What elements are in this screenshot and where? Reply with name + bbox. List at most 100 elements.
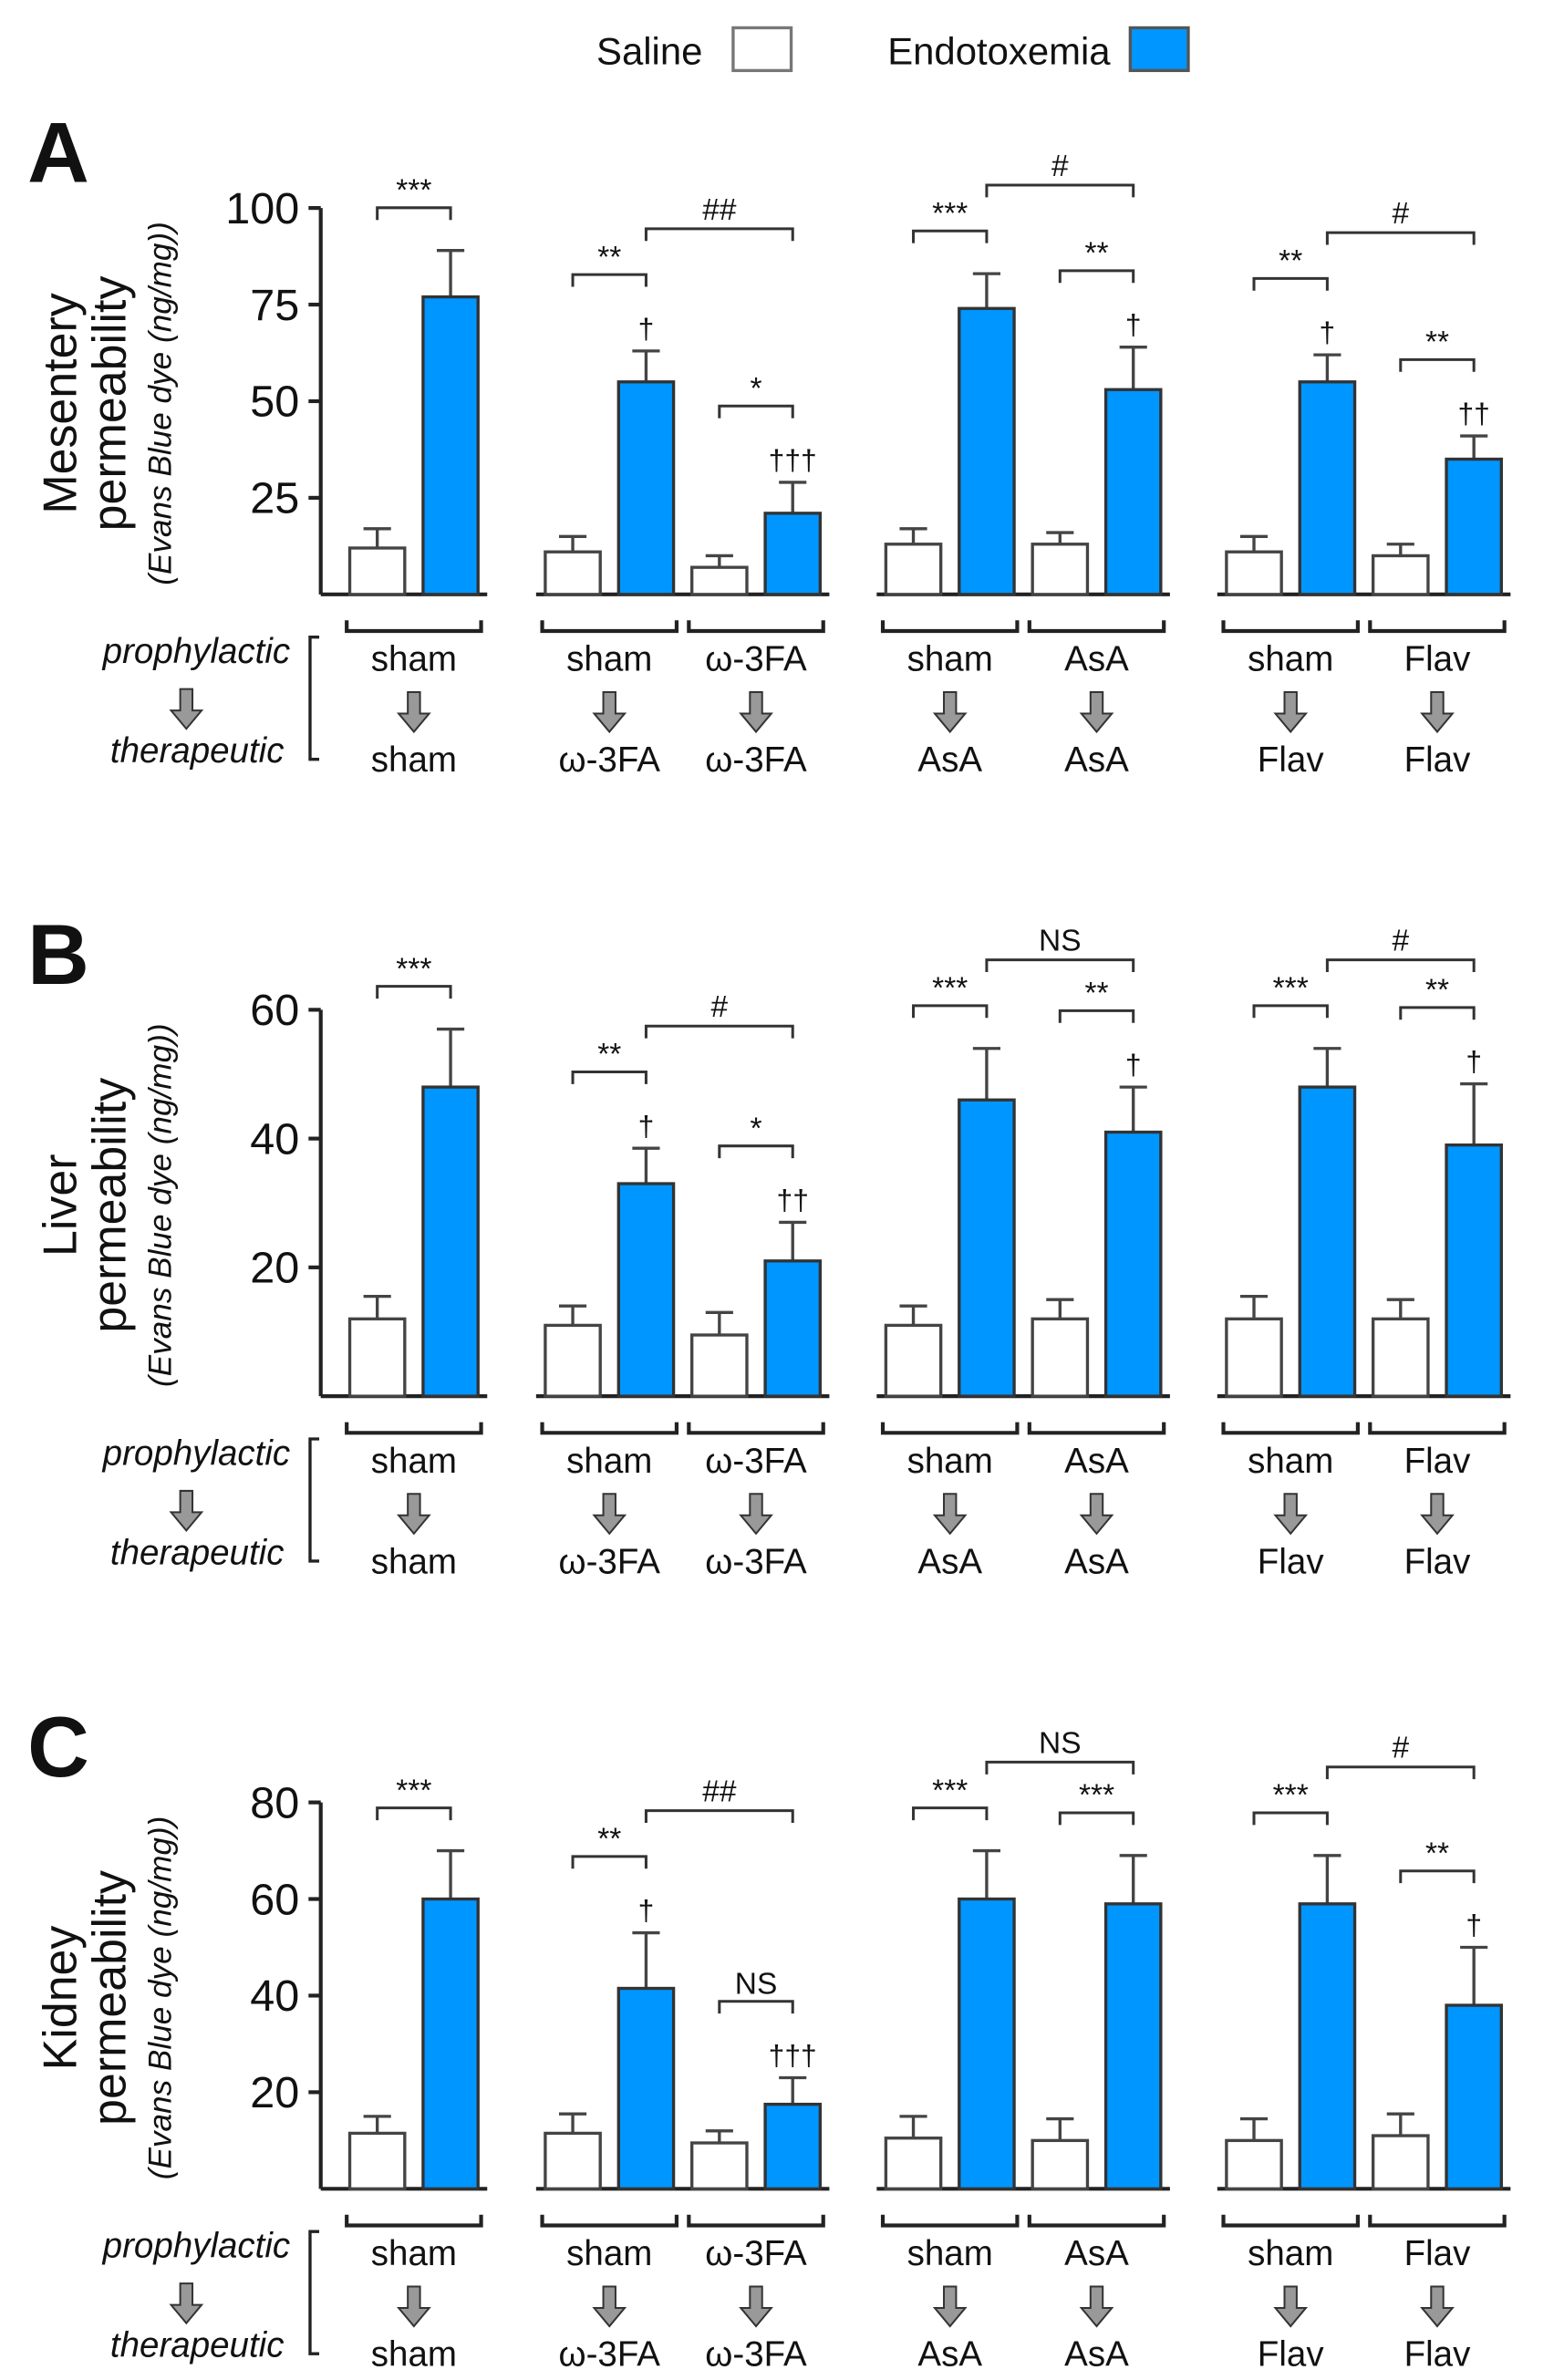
down-arrow-icon — [932, 1493, 968, 1536]
bar-endotoxemia — [1298, 1902, 1357, 2190]
prophylactic-treatment-label: sham — [907, 1442, 993, 1481]
treatment-underline — [540, 1422, 679, 1435]
bar-saline — [1225, 2138, 1283, 2190]
down-arrow-icon — [1079, 2285, 1114, 2328]
y-tick-label: 60 — [250, 986, 299, 1035]
treatment-group: † ** Flav Flav — [1368, 1837, 1507, 2375]
treatment-underline — [1221, 620, 1360, 634]
y-tick-label: 50 — [250, 378, 299, 427]
cross-comparison-bracket — [985, 1760, 1135, 1775]
dagger-annotation: ††† — [769, 2039, 817, 2072]
bar-endotoxemia — [958, 1098, 1016, 1398]
therapeutic-treatment-label: Flav — [1258, 1542, 1325, 1581]
prophylactic-treatment-label: AsA — [1064, 1442, 1129, 1481]
cross-comparison-label: ## — [702, 193, 737, 227]
prophylactic-treatment-label: sham — [1248, 2234, 1333, 2273]
treatment-underline — [1368, 2214, 1507, 2228]
y-axis-title: Liver — [35, 1154, 88, 1257]
legend-swatch-endotoxemia — [1128, 26, 1190, 73]
legend: Saline Endotoxemia — [596, 26, 1190, 73]
prophylactic-treatment-label: sham — [371, 1442, 457, 1481]
y-axis-title: permeability — [83, 1870, 136, 2126]
bar-endotoxemia — [763, 512, 823, 596]
significance-label: *** — [932, 197, 968, 231]
treatment-underline — [345, 620, 483, 634]
treatment-underline — [1027, 2214, 1166, 2228]
dagger-annotation: † — [1466, 1909, 1482, 1941]
treatment-group: †† * ω-3FA ω-3FA — [687, 1112, 825, 1581]
bar-endotoxemia — [1103, 388, 1163, 596]
treatment-underline — [1368, 1422, 1507, 1435]
prophylactic-treatment-label: Flav — [1404, 1442, 1472, 1481]
therapeutic-row-label: therapeutic — [110, 1533, 285, 1572]
bar-saline — [1031, 543, 1090, 596]
bar-saline — [1031, 2138, 1090, 2190]
significance-bracket — [571, 1070, 647, 1084]
down-arrow-icon — [932, 691, 968, 734]
down-arrow-icon — [396, 691, 431, 734]
treatment-underline — [687, 1422, 825, 1435]
cross-comparison-label: # — [1392, 925, 1409, 958]
significance-bracket — [718, 404, 794, 419]
prophylactic-treatment-label: sham — [1248, 640, 1333, 679]
significance-bracket — [376, 985, 452, 999]
significance-bracket — [571, 273, 647, 287]
significance-label: *** — [1273, 971, 1309, 1005]
down-arrow-icon — [1420, 691, 1455, 734]
bar-saline — [884, 2137, 943, 2190]
bar-endotoxemia — [616, 1986, 676, 2190]
therapeutic-row-label: therapeutic — [110, 731, 285, 771]
bar-endotoxemia — [763, 2102, 823, 2190]
prophylactic-treatment-label: ω-3FA — [705, 2234, 807, 2273]
y-tick-label: 40 — [250, 1114, 299, 1164]
significance-bracket — [1399, 1869, 1476, 1884]
down-arrow-icon — [592, 2285, 627, 2328]
significance-bracket — [376, 206, 452, 221]
y-axis-title: permeability — [83, 276, 136, 532]
prophylactic-row-label: prophylactic — [102, 632, 291, 671]
bar-endotoxemia — [1445, 1143, 1504, 1398]
cross-comparison-bracket — [1325, 231, 1476, 245]
significance-label: *** — [1079, 1779, 1114, 1813]
cross-comparison-label: # — [1392, 1732, 1409, 1765]
treatment-underline — [345, 1422, 483, 1435]
significance-bracket — [912, 1806, 989, 1821]
significance-label: * — [751, 372, 762, 406]
down-arrow-icon — [169, 1489, 204, 1533]
panel-letter: C — [27, 1699, 89, 1795]
cross-comparison-label: NS — [1039, 1726, 1082, 1760]
significance-bracket — [912, 229, 989, 243]
bar-endotoxemia — [421, 1085, 480, 1398]
significance-bracket — [718, 2000, 794, 2014]
down-arrow-icon — [592, 1493, 627, 1536]
therapeutic-treatment-label: sham — [371, 2335, 457, 2375]
prophylactic-treatment-label: sham — [1248, 1442, 1333, 1481]
y-tick-label: 40 — [250, 1971, 299, 2021]
prophylactic-row-label: prophylactic — [102, 2227, 291, 2266]
prophylactic-treatment-label: Flav — [1404, 640, 1472, 679]
dagger-annotation: † — [638, 1110, 655, 1143]
bar-saline — [347, 1317, 407, 1398]
cross-comparison-label: # — [1051, 150, 1069, 183]
bar-endotoxemia — [958, 1897, 1016, 2190]
treatment-group: †† ** Flav Flav — [1368, 326, 1507, 780]
cross-comparison-bracket — [985, 958, 1135, 973]
treatment-group: *** sham AsA — [880, 1774, 1020, 2375]
dagger-annotation: ††† — [769, 444, 817, 477]
bar-saline — [1371, 1317, 1430, 1398]
therapeutic-treatment-label: Flav — [1258, 740, 1325, 780]
down-arrow-icon — [396, 1493, 431, 1536]
cross-comparison-bracket — [985, 183, 1135, 198]
dagger-annotation: † — [1125, 308, 1142, 341]
dagger-annotation: † — [1320, 316, 1336, 349]
significance-label: ** — [597, 1822, 621, 1856]
significance-bracket — [1252, 276, 1329, 291]
legend-label-saline: Saline — [596, 30, 702, 73]
legend-swatch-saline — [731, 26, 793, 73]
treatment-underline — [687, 620, 825, 634]
cross-comparison-label: # — [711, 990, 729, 1024]
treatment-group: *** sham sham — [345, 952, 483, 1581]
therapeutic-treatment-label: AsA — [917, 1542, 982, 1581]
